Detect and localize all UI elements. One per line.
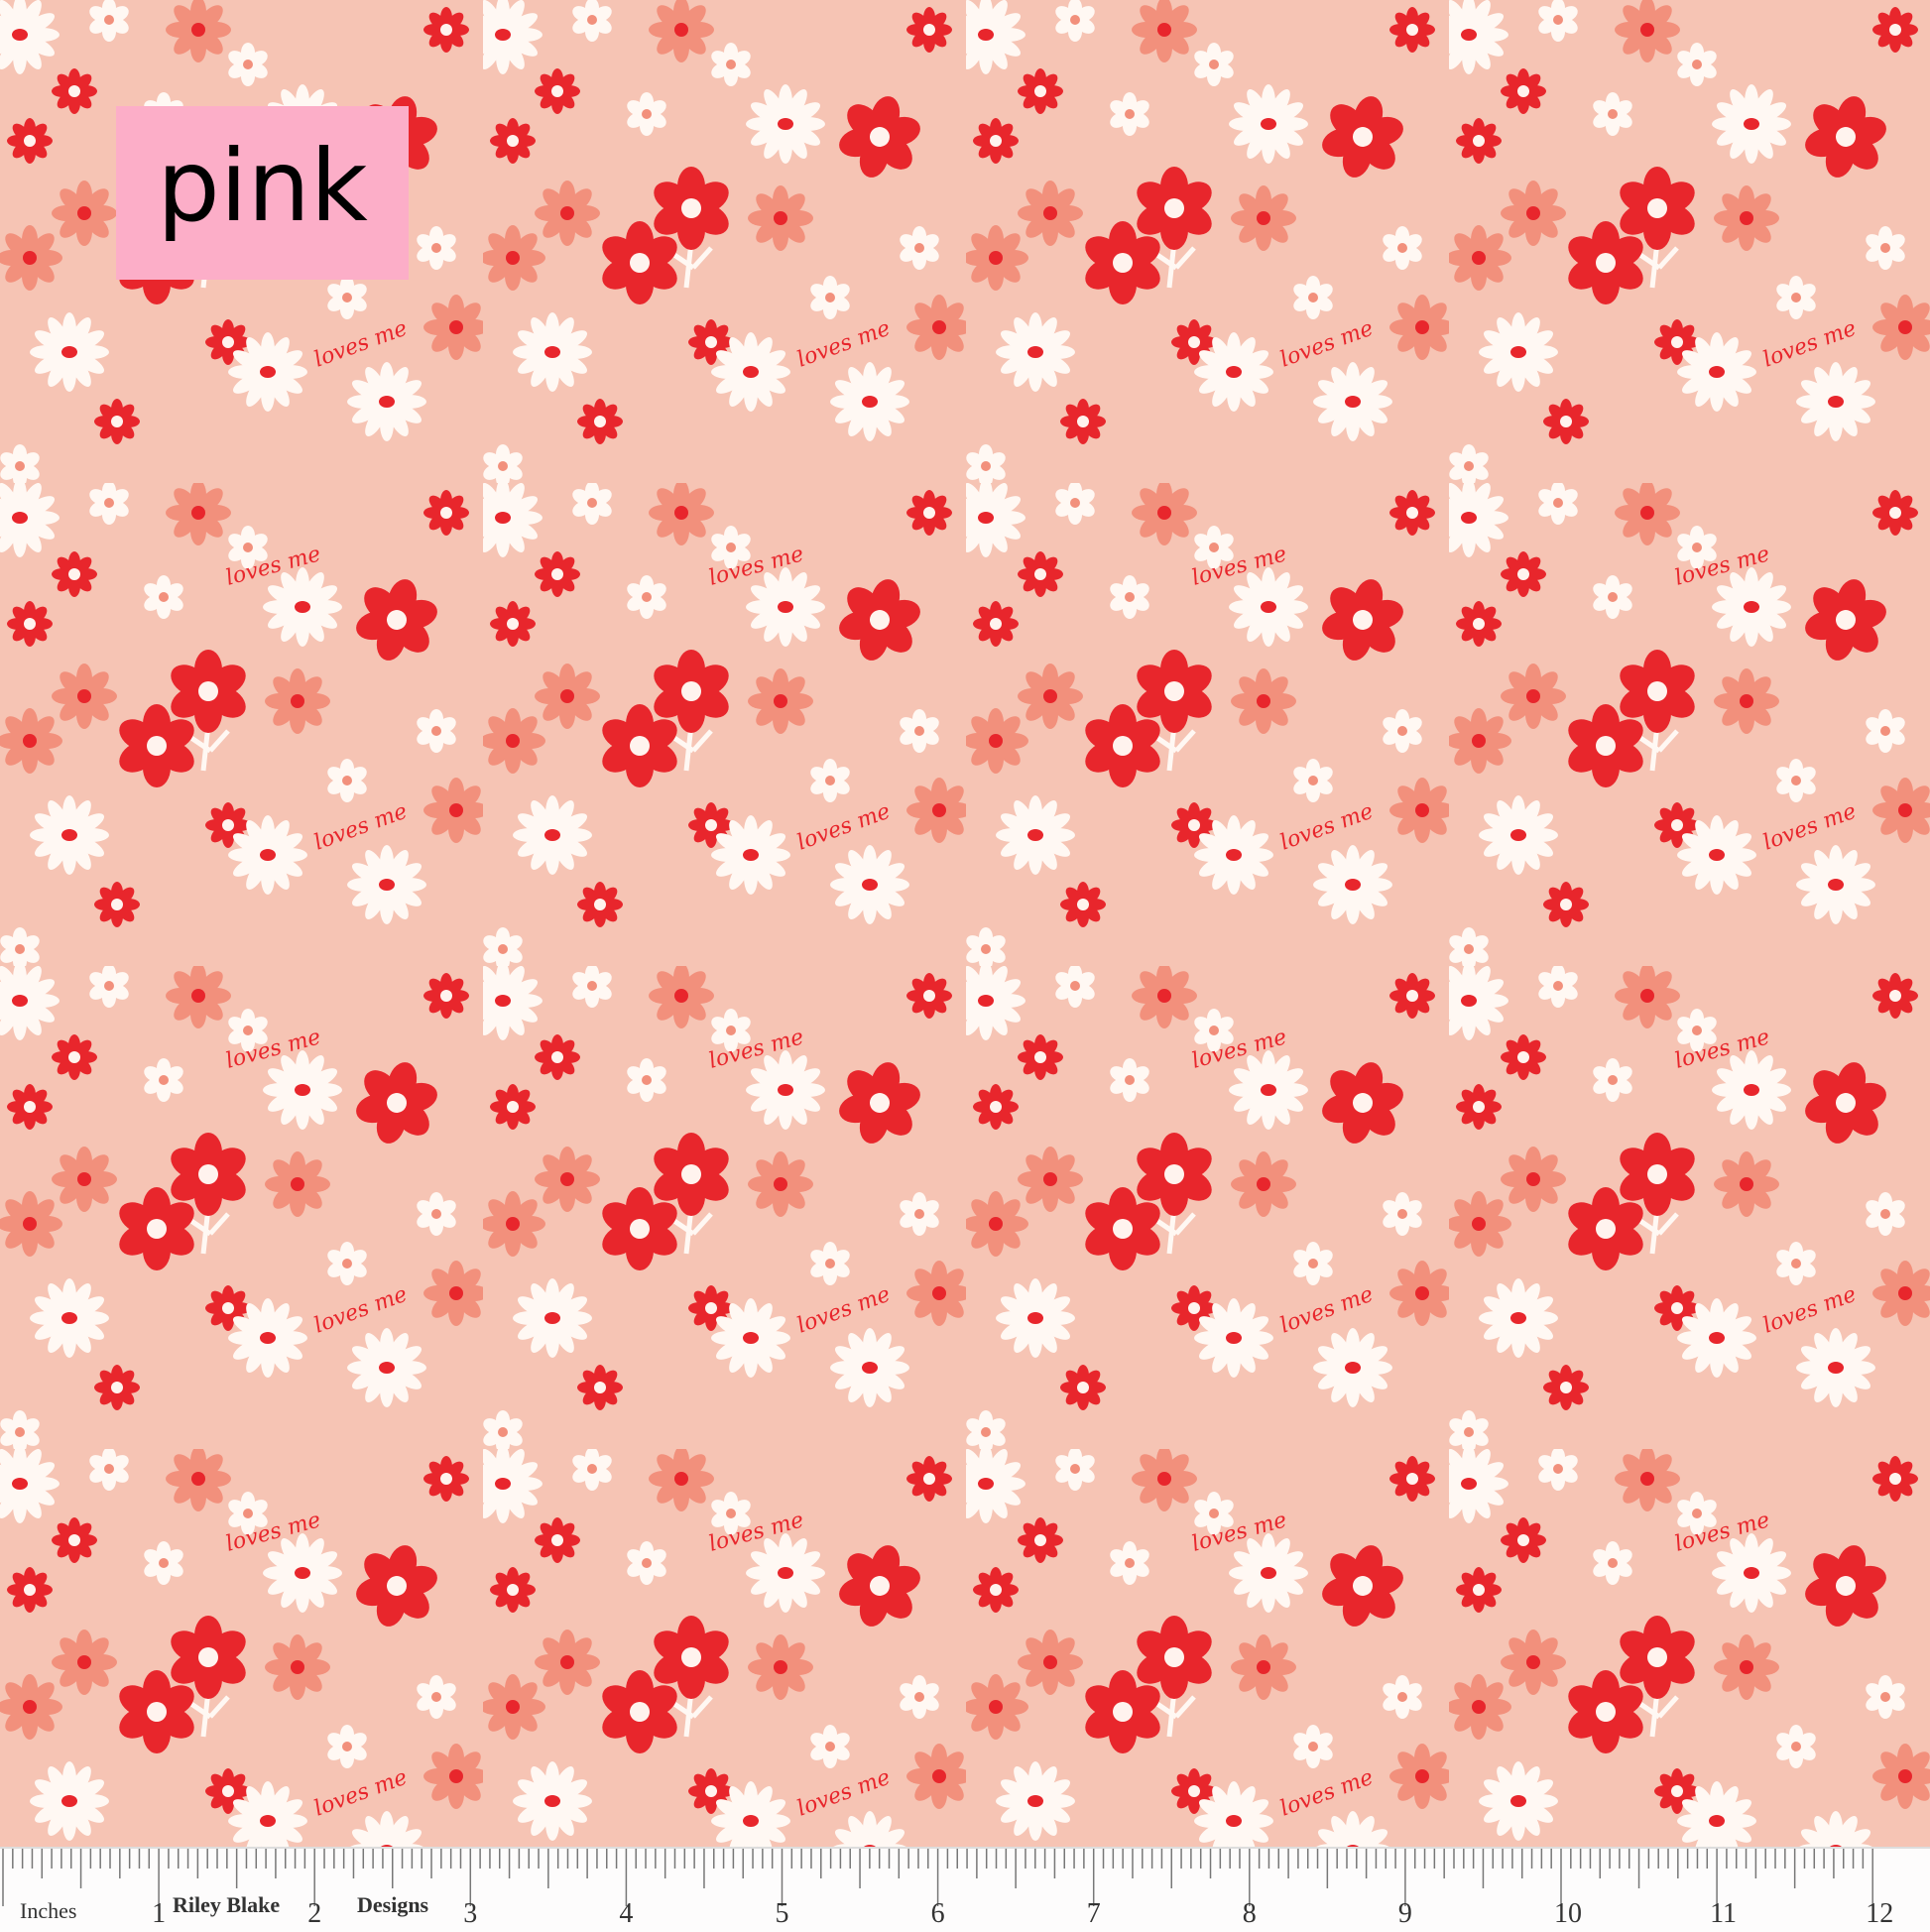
ruler-number: 4 xyxy=(619,1898,633,1929)
ruler-brand-left: Riley Blake xyxy=(173,1892,280,1917)
color-label-text: pink xyxy=(157,127,368,244)
ruler-number: 1 xyxy=(152,1898,166,1929)
ruler-brand-right: Designs xyxy=(357,1892,429,1917)
ruler-number: 10 xyxy=(1554,1898,1582,1929)
ruler-number: 3 xyxy=(463,1898,477,1929)
ruler-number: 7 xyxy=(1087,1898,1101,1929)
ruler-number: 11 xyxy=(1710,1898,1737,1929)
fabric-print: loves me loves me loves me loves me love… xyxy=(0,0,1930,1847)
ruler-number: 2 xyxy=(307,1898,321,1929)
ruler: Inches Riley Blake Designs 1 2 3 4 5 6 7 8 9 10 11… xyxy=(0,1847,1930,1932)
ruler-number: 9 xyxy=(1398,1898,1412,1929)
ruler-number: 8 xyxy=(1243,1898,1257,1929)
color-label: pink xyxy=(116,106,409,280)
ruler-number: 12 xyxy=(1866,1898,1893,1929)
ruler-number: 6 xyxy=(931,1898,945,1929)
ruler-number: 5 xyxy=(776,1898,789,1929)
ruler-unit-label: Inches xyxy=(20,1898,76,1923)
